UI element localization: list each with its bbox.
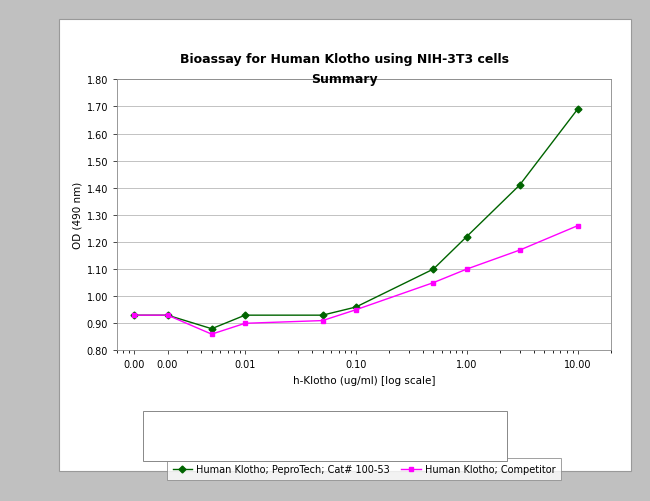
- Human Klotho; Competitor: [208, 332, 216, 338]
- Line: Human Klotho; Competitor: Human Klotho; Competitor: [132, 224, 580, 337]
- Y-axis label: OD (490 nm): OD (490 nm): [72, 182, 83, 249]
- Human Klotho; Competitor: [241, 321, 249, 327]
- Human Klotho; Competitor: [574, 223, 582, 229]
- Human Klotho; Competitor: [515, 247, 523, 254]
- Human Klotho; Competitor: [130, 313, 138, 319]
- Human Klotho; Competitor: [352, 307, 360, 313]
- Line: Human Klotho; PeproTech; Cat# 100-53: Human Klotho; PeproTech; Cat# 100-53: [132, 108, 580, 332]
- Human Klotho; PeproTech; Cat# 100-53: [241, 313, 249, 319]
- Human Klotho; Competitor: [463, 267, 471, 273]
- Human Klotho; PeproTech; Cat# 100-53: [164, 313, 172, 319]
- Human Klotho; PeproTech; Cat# 100-53: [515, 183, 523, 189]
- Human Klotho; Competitor: [164, 313, 172, 319]
- Human Klotho; PeproTech; Cat# 100-53: [430, 267, 437, 273]
- Human Klotho; PeproTech; Cat# 100-53: [208, 326, 216, 332]
- Human Klotho; PeproTech; Cat# 100-53: [318, 313, 326, 319]
- Human Klotho; PeproTech; Cat# 100-53: [574, 107, 582, 113]
- Human Klotho; PeproTech; Cat# 100-53: [463, 234, 471, 240]
- Human Klotho; Competitor: [430, 280, 437, 286]
- Human Klotho; Competitor: [318, 318, 326, 324]
- Text: Summary: Summary: [311, 73, 378, 86]
- Human Klotho; PeproTech; Cat# 100-53: [352, 305, 360, 311]
- Legend: Human Klotho; PeproTech; Cat# 100-53, Human Klotho; Competitor: Human Klotho; PeproTech; Cat# 100-53, Hu…: [167, 458, 561, 480]
- Human Klotho; PeproTech; Cat# 100-53: [130, 313, 138, 319]
- X-axis label: h-Klotho (ug/ml) [log scale]: h-Klotho (ug/ml) [log scale]: [292, 375, 436, 385]
- Text: Bioassay for Human Klotho using NIH-3T3 cells: Bioassay for Human Klotho using NIH-3T3 …: [180, 53, 509, 66]
